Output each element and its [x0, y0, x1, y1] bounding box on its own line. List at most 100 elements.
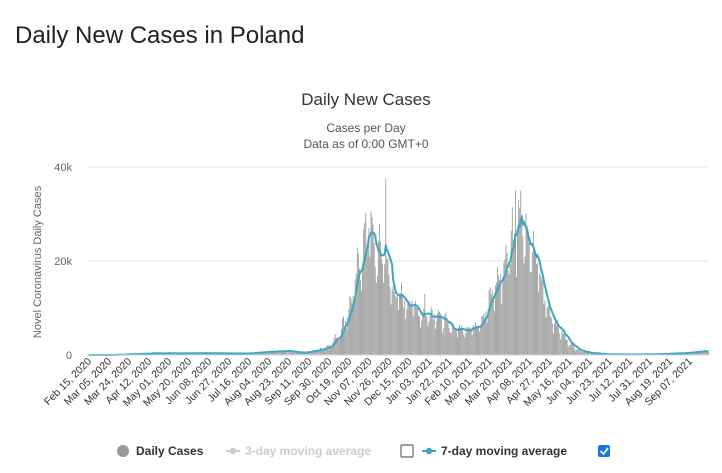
daily-cases-bar — [363, 229, 365, 355]
daily-cases-bar — [344, 325, 346, 355]
daily-cases-bar — [398, 310, 399, 355]
daily-cases-bar — [570, 342, 572, 355]
daily-cases-bar — [317, 350, 319, 355]
daily-cases-bar — [508, 274, 510, 355]
daily-cases-bar — [416, 306, 418, 355]
daily-cases-bar — [275, 350, 277, 355]
daily-cases-bar — [453, 330, 455, 355]
daily-cases-bar — [468, 327, 470, 355]
daily-cases-bar — [703, 349, 705, 355]
daily-cases-bar — [480, 325, 482, 355]
daily-cases-bar — [517, 234, 518, 355]
daily-cases-bar — [289, 350, 291, 355]
daily-cases-bar — [395, 297, 397, 355]
daily-cases-bar — [449, 332, 451, 355]
daily-cases-bar — [519, 208, 521, 355]
daily-cases-bar — [706, 351, 708, 355]
daily-cases-bar — [409, 301, 411, 355]
daily-cases-bar — [274, 350, 276, 355]
legend-item-3-day-moving-average[interactable]: 3-day moving average — [226, 444, 371, 458]
daily-cases-bar — [447, 323, 449, 355]
daily-cases-bar — [297, 352, 299, 355]
daily-cases-bar — [564, 334, 566, 355]
daily-cases-bar — [443, 328, 445, 355]
daily-cases-bar — [492, 296, 494, 355]
daily-cases-bar — [537, 262, 539, 355]
legend-dot-marker — [425, 447, 433, 455]
daily-cases-bar — [502, 276, 504, 355]
daily-cases-bar — [461, 325, 463, 355]
daily-cases-bar — [413, 306, 415, 355]
daily-cases-bar — [510, 230, 512, 355]
daily-cases-bar — [527, 229, 529, 355]
daily-cases-bar — [490, 294, 492, 355]
daily-cases-bar — [296, 351, 298, 355]
daily-cases-bar — [316, 352, 318, 355]
daily-cases-bar — [507, 269, 509, 355]
daily-cases-bar — [374, 266, 376, 355]
daily-cases-bar — [498, 275, 500, 355]
daily-cases-bar — [521, 221, 523, 355]
daily-cases-bar — [402, 295, 404, 355]
daily-cases-bar — [550, 317, 552, 355]
daily-cases-bar — [499, 279, 501, 355]
legend-checkbox[interactable] — [400, 444, 414, 458]
daily-cases-bar — [477, 326, 478, 355]
daily-cases-bar — [491, 290, 493, 355]
daily-cases-bar — [429, 316, 431, 355]
daily-cases-bar — [353, 302, 355, 355]
page-title: Daily New Cases in Poland — [15, 22, 305, 49]
chart-title: Daily New Cases — [301, 90, 430, 109]
daily-cases-bar — [318, 349, 320, 355]
daily-cases-bar — [566, 339, 568, 355]
daily-cases-bar — [592, 352, 593, 355]
daily-cases-bar — [325, 348, 327, 355]
daily-cases-bar — [345, 320, 347, 355]
daily-cases-bar — [578, 348, 580, 355]
y-tick-labels: 0 20k 40k — [54, 162, 72, 362]
daily-cases-bar — [506, 252, 508, 355]
legend-item-7-day-moving-average[interactable]: 7-day moving average — [422, 444, 567, 458]
daily-cases-bar — [584, 351, 586, 355]
daily-cases-bar — [314, 350, 316, 355]
daily-cases-bar — [484, 317, 486, 355]
check-icon — [599, 447, 609, 456]
daily-cases-bar — [348, 309, 350, 355]
legend-checkbox[interactable] — [598, 445, 610, 457]
daily-cases-bar — [694, 352, 696, 355]
daily-cases-bar — [329, 346, 331, 355]
daily-cases-bar — [512, 239, 514, 355]
daily-cases-bar — [420, 327, 421, 355]
daily-cases-bar — [487, 308, 489, 355]
daily-cases-bar — [528, 243, 530, 355]
daily-cases-bar — [191, 353, 193, 355]
daily-cases-bar — [587, 352, 589, 355]
daily-cases-bar — [295, 352, 297, 355]
daily-cases-bar — [328, 345, 330, 355]
daily-cases-bar — [540, 275, 542, 355]
daily-cases-bar — [326, 346, 328, 355]
daily-cases-bar — [220, 353, 222, 355]
daily-cases-bar — [411, 301, 413, 355]
y-tick-label: 40k — [54, 162, 72, 174]
daily-cases-bar — [426, 316, 428, 355]
daily-cases-bar — [403, 307, 405, 355]
daily-cases-bar — [372, 224, 374, 355]
daily-cases-bar — [478, 327, 479, 355]
daily-cases-bar — [469, 327, 471, 355]
daily-cases-bar — [313, 350, 315, 355]
daily-cases-bar — [440, 313, 442, 355]
daily-cases-bar — [308, 351, 310, 355]
daily-cases-bar — [405, 318, 407, 355]
daily-cases-bar — [381, 258, 382, 355]
legend-item-daily-cases[interactable]: Daily Cases — [117, 444, 204, 458]
daily-cases-bar — [346, 328, 348, 355]
daily-cases-bar — [401, 282, 403, 355]
daily-cases-bar — [476, 325, 477, 355]
daily-cases-bar — [530, 272, 532, 355]
daily-cases-bar — [315, 350, 317, 355]
daily-cases-bar — [383, 282, 385, 355]
daily-cases-bar — [435, 321, 437, 355]
checkbox-box — [400, 444, 414, 458]
